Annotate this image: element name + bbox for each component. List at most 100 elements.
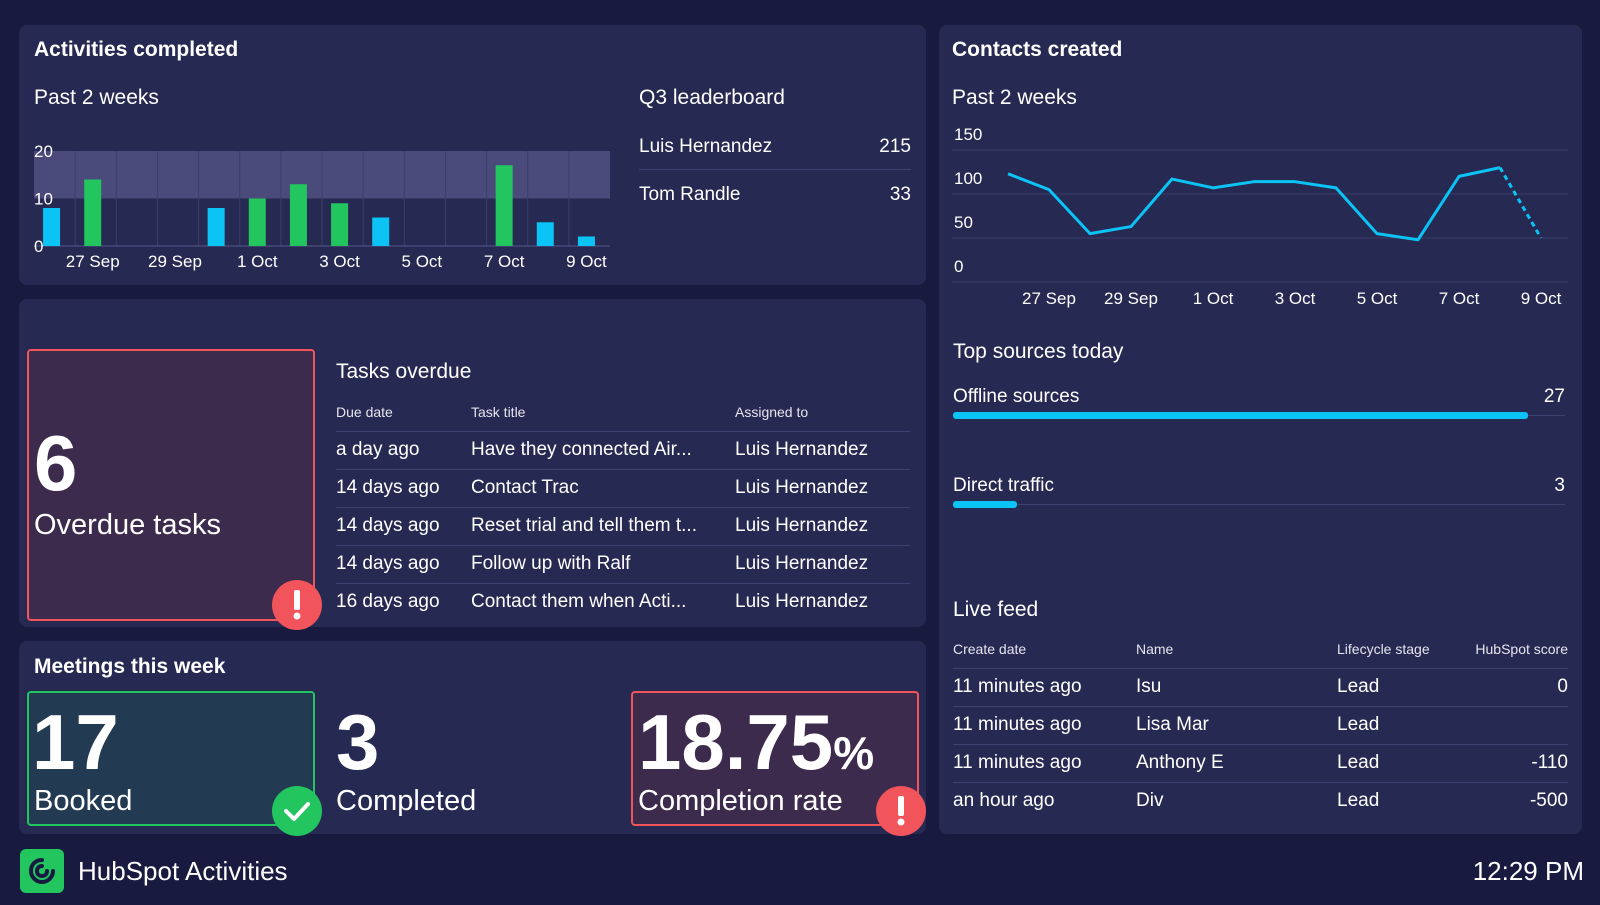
task-row: 14 days ago Reset trial and tell them t..…: [336, 507, 910, 546]
source-bar-fill: [953, 412, 1529, 419]
series-line: [1007, 166, 1501, 242]
task-title: Reset trial and tell them t...: [471, 507, 735, 546]
x-tick-label: 1 Oct: [237, 252, 278, 271]
leaderboard-value: 215: [879, 135, 911, 157]
completed-label: Completed: [336, 785, 477, 817]
x-tick-label: 29 Sep: [148, 252, 202, 271]
source-name: Offline sources: [953, 386, 1080, 407]
x-tick-label: 5 Oct: [402, 252, 443, 271]
task-title: Contact Trac: [471, 469, 735, 508]
y-tick-label: 100: [954, 169, 982, 188]
feed-score: -110: [1468, 744, 1568, 783]
feed-lifecycle: Lead: [1337, 706, 1468, 745]
bar: [372, 217, 390, 246]
booked-value: 17: [32, 698, 119, 786]
feed-name: Anthony E: [1136, 744, 1337, 783]
y-tick-label: 20: [34, 142, 53, 161]
rate-label: Completion rate: [638, 785, 843, 817]
task-row: 16 days ago Contact them when Acti... Luis…: [336, 583, 910, 621]
booked-check-icon: [272, 786, 322, 836]
activities-title: Activities completed: [34, 38, 239, 61]
feed-score: -500: [1529, 790, 1568, 812]
x-tick-label: 29 Sep: [1104, 289, 1158, 308]
feed-create-date: 11 minutes ago: [953, 706, 1136, 745]
feed-score: [1468, 706, 1568, 745]
rate-value: 18.75%: [638, 703, 874, 781]
feed-lifecycle: Lead: [1337, 744, 1468, 783]
bar: [84, 179, 102, 246]
feed-lifecycle: Lead: [1337, 668, 1468, 707]
overdue-label: Overdue tasks: [34, 509, 221, 541]
task-title: Have they connected Air...: [471, 431, 735, 470]
rate-alert-icon: [876, 786, 926, 836]
task-row: a day ago Have they connected Air... Luis …: [336, 431, 910, 470]
contacts-title: Contacts created: [952, 38, 1123, 61]
leaderboard-name: Luis Hernandez: [639, 135, 773, 157]
hubspot-logo-icon: [20, 849, 64, 893]
leaderboard-row: Tom Randle 33: [639, 172, 911, 218]
bar: [207, 208, 225, 246]
leaderboard-row: Luis Hernandez 215: [639, 124, 911, 170]
booked-kpi-box: [27, 691, 315, 826]
feed-lifecycle: Lead: [1337, 790, 1380, 812]
bar: [577, 236, 595, 246]
task-due-date: 14 days ago: [336, 507, 471, 546]
task-title: Follow up with Ralf: [471, 545, 735, 584]
activities-subtitle: Past 2 weeks: [34, 86, 159, 109]
feed-score: 0: [1468, 668, 1568, 707]
overdue-alert-icon: [272, 580, 322, 630]
col-create-date: Create date: [953, 630, 1136, 669]
leaderboard-title: Q3 leaderboard: [639, 86, 785, 109]
source-bar-fill: [953, 501, 1017, 508]
x-tick-label: 27 Sep: [66, 252, 120, 271]
y-tick-label: 0: [954, 257, 963, 276]
source-value: 3: [1554, 475, 1565, 496]
bar: [536, 222, 554, 246]
livefeed-title: Live feed: [953, 598, 1039, 621]
x-tick-label: 27 Sep: [1022, 289, 1076, 308]
feed-row: 11 minutes ago Anthony E Lead -110: [953, 744, 1568, 783]
x-tick-label: 1 Oct: [1193, 289, 1234, 308]
tasks-table: Due date Task title Assigned to a day ag…: [336, 393, 910, 621]
feed-create-date: an hour ago: [953, 790, 1055, 812]
bar: [289, 184, 307, 246]
y-tick-label: 150: [954, 125, 982, 144]
overdue-kpi-box: [27, 349, 315, 621]
rate-unit: %: [833, 727, 875, 779]
feed-row: 11 minutes ago Lisa Mar Lead: [953, 706, 1568, 745]
feed-create-date: 11 minutes ago: [953, 668, 1136, 707]
task-due-date: 16 days ago: [336, 591, 440, 613]
source-name: Direct traffic: [953, 475, 1055, 496]
completed-value: 3: [336, 698, 380, 786]
bar: [331, 203, 349, 246]
feed-row: an hour ago Div Lead -500: [953, 782, 1568, 820]
task-assignee: Luis Hernandez: [735, 431, 910, 470]
task-assignee: Luis Hernandez: [735, 507, 910, 546]
tasks-title: Tasks overdue: [336, 360, 472, 383]
task-title: Contact them when Acti...: [471, 591, 687, 613]
livefeed-table: Create date Name Lifecycle stage HubSpot…: [953, 630, 1568, 820]
task-assignee: Luis Hernandez: [735, 469, 910, 508]
contacts-subtitle: Past 2 weeks: [952, 86, 1077, 109]
x-tick-label: 9 Oct: [566, 252, 607, 271]
leaderboard-name: Tom Randle: [639, 184, 741, 205]
col-hubspot-score: HubSpot score: [1468, 630, 1568, 669]
task-row: 14 days ago Follow up with Ralf Luis Herna…: [336, 545, 910, 584]
leaderboard-value: 33: [889, 184, 911, 205]
col-lifecycle-stage: Lifecycle stage: [1337, 630, 1468, 669]
col-due-date: Due date: [336, 393, 471, 432]
footer-app-name: HubSpot Activities: [78, 856, 288, 886]
meetings-title: Meetings this week: [34, 655, 226, 678]
overdue-count: 6: [34, 419, 78, 507]
feed-row: 11 minutes ago Isu Lead 0: [953, 668, 1568, 707]
sources-title: Top sources today: [953, 340, 1124, 363]
source-bar-track: [953, 501, 1565, 508]
col-assigned-to: Assigned to: [735, 393, 910, 432]
bar: [495, 165, 513, 246]
task-assignee: Luis Hernandez: [735, 591, 869, 613]
col-name: Name: [1136, 630, 1337, 669]
feed-name: Div: [1136, 790, 1164, 812]
source-bar-track: [953, 412, 1565, 419]
col-task-title: Task title: [471, 393, 735, 432]
contacts-line-chart: 0 50 100 150 27 Sep 29 Sep 1 Oct 3 Oct 5 Oct 7 Oc…: [952, 125, 1568, 308]
